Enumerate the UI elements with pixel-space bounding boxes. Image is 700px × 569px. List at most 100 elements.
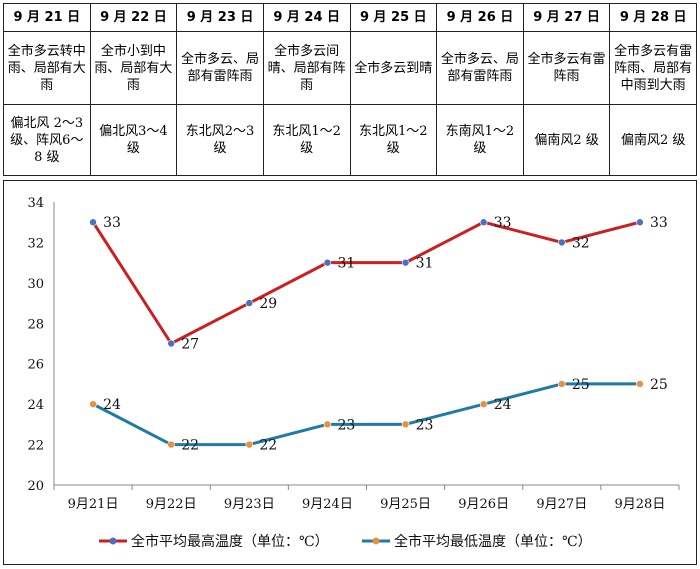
x-tick-label: 9月23日 [224, 497, 275, 512]
wind-cell: 东北风2～3 级 [176, 104, 264, 176]
weather-text: 全市小到中雨、局部有大雨 [94, 43, 173, 93]
high-temp-point [401, 258, 410, 267]
chart-canvas: 20 22 24 26 28 30 32 34 9月21日 9月22日 9月23日 9月24日 9月25… [27, 196, 680, 550]
low-temp-point [89, 400, 97, 408]
weather-text: 全市多云、局部有雷阵雨 [181, 52, 260, 84]
low-temp-point [636, 380, 644, 388]
wind-cell: 东北风1～2 级 [349, 104, 438, 176]
low-temp-line [92, 382, 640, 447]
y-tick-label: 30 [27, 277, 44, 292]
x-tick-label: 9月22日 [146, 497, 197, 512]
weather-cell: 全市多云转中雨、局部有大雨 [3, 31, 91, 105]
x-tick-label: 9月27日 [536, 497, 587, 512]
wind-cell: 东南风1～2 级 [436, 104, 524, 176]
high-temp-point [167, 339, 175, 348]
weather-text: 全市多云转中雨、局部有大雨 [7, 43, 86, 93]
wind-text: 偏南风2 级 [534, 132, 599, 148]
weather-cell: 全市多云、局部有雷阵雨 [176, 31, 264, 105]
x-tick-label: 9月28日 [615, 497, 666, 512]
high-temp-label: 31 [416, 256, 434, 272]
date-row: 9 月 21 日 9 月 22 日 9 月 23 日 9 月 24 日 9 月 … [3, 3, 697, 32]
high-temp-label: 27 [181, 337, 199, 353]
wind-text: 东北风1～2 级 [359, 124, 428, 156]
wind-cell: 东北风1～2 级 [262, 104, 351, 176]
wind-row: 偏北风 2～3 级、阵风6～8 级 偏北风3～4 级 东北风2～3 级 东北风1… [3, 104, 697, 176]
legend-low-marker [372, 537, 380, 545]
y-tick-label: 24 [27, 398, 44, 413]
high-temp-label: 32 [572, 235, 590, 251]
weather-row: 全市多云转中雨、局部有大雨 全市小到中雨、局部有大雨 全市多云、局部有雷阵雨 全… [3, 31, 697, 105]
high-temp-point [558, 238, 566, 247]
low-temp-label: 22 [259, 438, 277, 454]
date-cell: 9 月 23 日 [176, 3, 264, 32]
wind-cell: 偏北风 2～3 级、阵风6～8 级 [3, 104, 91, 176]
low-temp-point [245, 440, 254, 449]
low-temp-point [167, 440, 175, 449]
high-temp-point [323, 258, 332, 267]
date-cell: 9 月 25 日 [349, 3, 438, 32]
weather-text: 全市多云到晴 [354, 60, 433, 76]
low-temp-label: 22 [181, 438, 199, 454]
high-temp-line [91, 220, 641, 345]
x-tick-label: 9月25日 [380, 497, 431, 512]
y-tick-label: 26 [27, 358, 44, 373]
wind-text: 东北风1～2 级 [272, 124, 341, 156]
y-tick-label: 32 [27, 236, 44, 251]
wind-cell: 偏南风2 级 [522, 104, 611, 176]
legend-high-marker [109, 537, 117, 545]
x-tick-label: 9月24日 [302, 497, 353, 512]
low-temp-point [401, 420, 410, 429]
low-temp-label: 24 [494, 397, 512, 413]
high-temp-point [89, 218, 97, 227]
weather-cell: 全市多云有雷阵雨、局部有中雨到大雨 [609, 31, 697, 105]
forecast-table: 9 月 21 日 9 月 22 日 9 月 23 日 9 月 24 日 9 月 … [3, 3, 697, 176]
weather-text: 全市多云、局部有雷阵雨 [440, 52, 519, 84]
low-temp-point [479, 400, 488, 408]
weather-text: 全市多云间晴、局部有阵雨 [267, 43, 346, 93]
x-tick-label: 9月26日 [458, 497, 509, 512]
weather-text: 全市多云有雷阵雨 [527, 52, 606, 84]
low-temp-point [558, 380, 566, 388]
high-temp-point [479, 218, 488, 227]
weather-cell: 全市多云到晴 [349, 31, 438, 105]
temperature-chart: 20 22 24 26 28 30 32 34 9月21日 9月22日 9月23日 9月24日 9月25… [3, 180, 697, 565]
high-temp-point [245, 299, 254, 307]
date-cell: 9 月 22 日 [89, 3, 178, 32]
y-tick-label: 20 [27, 479, 44, 494]
wind-text: 偏南风2 级 [620, 132, 686, 148]
date-cell: 9 月 21 日 [3, 3, 91, 32]
low-temp-point [323, 420, 332, 429]
low-temp-label: 23 [416, 417, 434, 433]
weather-text: 全市多云有雷阵雨、局部有中雨到大雨 [614, 43, 693, 93]
low-temp-label: 25 [572, 377, 590, 393]
weather-cell: 全市多云、局部有雷阵雨 [436, 31, 524, 105]
weather-cell: 全市多云有雷阵雨 [522, 31, 611, 105]
date-cell: 9 月 24 日 [262, 3, 351, 32]
wind-cell: 偏南风2 级 [609, 104, 697, 176]
wind-text: 东南风1～2 级 [445, 124, 515, 156]
weather-cell: 全市多云间晴、局部有阵雨 [262, 31, 351, 105]
wind-cell: 偏北风3～4 级 [89, 104, 178, 176]
high-temp-label: 29 [259, 296, 277, 312]
date-cell: 9 月 28 日 [609, 3, 697, 32]
high-temp-label: 33 [650, 215, 668, 231]
high-temp-label: 33 [103, 215, 121, 231]
legend-low-label: 全市平均最低温度（单位：℃） [394, 533, 592, 550]
high-temp-label: 33 [494, 215, 512, 231]
weather-cell: 全市小到中雨、局部有大雨 [89, 31, 178, 105]
y-tick-label: 34 [27, 196, 44, 211]
low-temp-label: 25 [650, 377, 668, 393]
x-tick-label: 9月21日 [68, 497, 119, 512]
date-cell: 9 月 27 日 [522, 3, 611, 32]
y-tick-label: 28 [27, 317, 44, 332]
wind-text: 偏北风 2～3 级、阵风6～8 级 [10, 115, 84, 165]
high-temp-point [636, 218, 644, 227]
date-cell: 9 月 26 日 [436, 3, 524, 32]
wind-text: 东北风2～3 级 [185, 124, 255, 156]
legend-high-label: 全市平均最高温度（单位：℃） [131, 533, 329, 550]
low-temp-label: 23 [337, 417, 355, 433]
low-temp-label: 24 [103, 397, 121, 413]
high-temp-label: 31 [337, 256, 355, 272]
y-tick-label: 22 [27, 439, 44, 454]
wind-text: 偏北风3～4 级 [99, 124, 168, 156]
